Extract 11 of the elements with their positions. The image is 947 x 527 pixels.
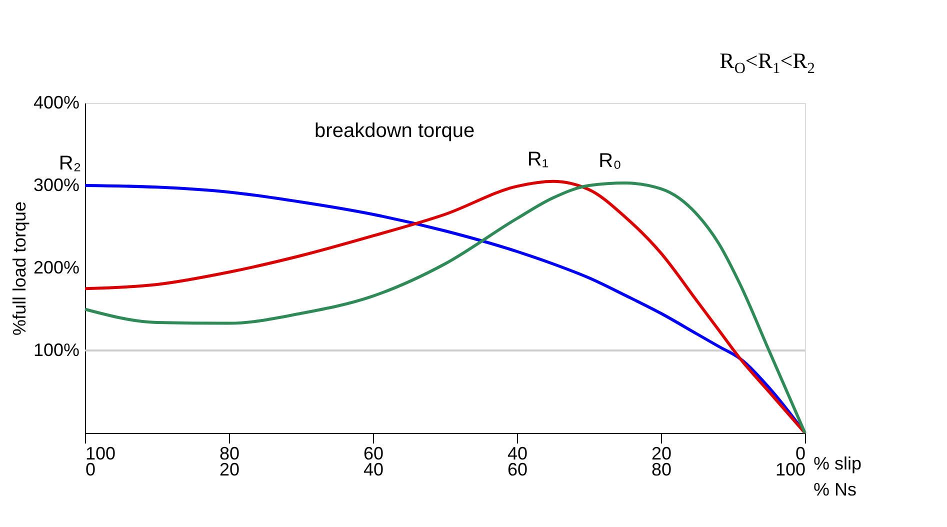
series-label: R₂ [58, 152, 82, 174]
x2-axis-title: % Ns [814, 480, 857, 500]
y-tick-label: 400% [33, 92, 80, 112]
y-tick-label: 200% [33, 258, 80, 278]
series-label: R₀ [598, 150, 622, 172]
y-axis-title: %full load torque [9, 201, 30, 336]
annotation: breakdown torque [314, 120, 475, 142]
x-axis-title: % slip [814, 454, 862, 474]
y-tick-label: 100% [33, 340, 80, 360]
series-label: R₁ [527, 148, 549, 170]
y-tick-label: 300% [33, 175, 80, 195]
